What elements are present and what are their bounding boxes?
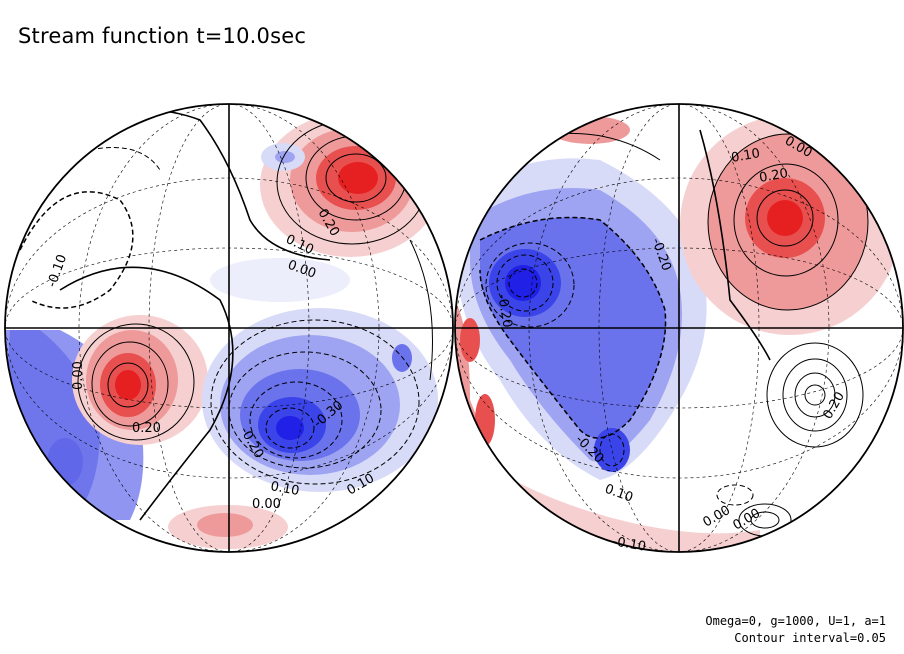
left-negative-region-12 <box>210 258 350 302</box>
footer-parameters: Omega=0, g=1000, U=1, a=1 <box>705 614 886 628</box>
left-negative-region-11 <box>392 344 412 372</box>
right-dashed-contours <box>479 216 754 506</box>
contour-label: 0.00 <box>252 497 281 512</box>
footer-contour-interval: Contour interval=0.05 <box>734 631 886 645</box>
left-dashed-contours <box>19 147 420 485</box>
chart-title: Stream function t=10.0sec <box>18 24 307 48</box>
contour-label: -0.20 <box>494 293 515 329</box>
right-positive-region-4 <box>767 200 803 236</box>
left-positive-region-4 <box>338 162 378 194</box>
left-negative-region-3 <box>47 438 83 486</box>
left-positive-region-10 <box>197 513 253 537</box>
left-hemisphere <box>4 103 454 553</box>
right-positive-region-6 <box>460 318 480 362</box>
contour-label: 0.20 <box>132 421 161 436</box>
contour-label: 0.00 <box>731 506 764 533</box>
left-negative-region-5 <box>275 151 295 163</box>
contour-label: 0.10 <box>730 146 761 166</box>
contour-label: 0.10 <box>603 482 635 506</box>
left-fill-layer <box>5 104 453 552</box>
contour-label: 0.10 <box>269 479 300 499</box>
right-hemisphere <box>454 103 904 553</box>
contour-label: -0.10 <box>611 534 647 555</box>
contour-label: 0.00 <box>71 361 86 390</box>
contour-label: 0.20 <box>758 166 789 186</box>
contour-label: 0.00 <box>701 503 734 530</box>
left-negative-region-10 <box>276 416 304 440</box>
contour-label: -0.10 <box>45 253 71 290</box>
left-positive-region-8 <box>115 370 141 400</box>
right-negative-region-5 <box>505 265 541 301</box>
